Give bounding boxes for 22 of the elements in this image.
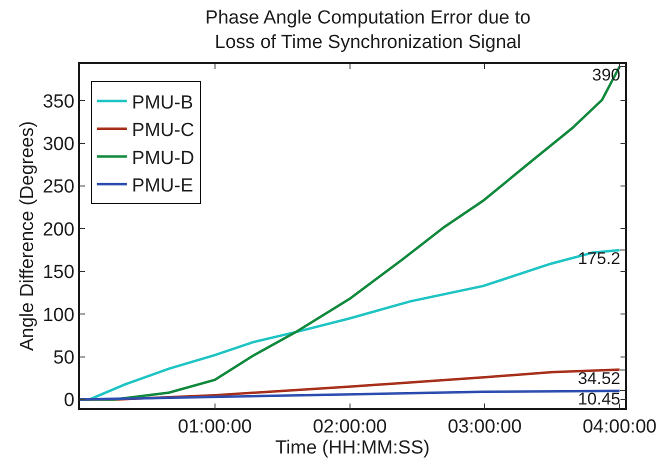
chart-title: Phase Angle Computation Error due to Loss of Time Synchronization Signal	[205, 7, 531, 53]
legend-label: PMU-B	[132, 92, 194, 114]
x-tick-label: 03:00:00	[448, 416, 522, 438]
x-tick-label: 04:00:00	[582, 416, 657, 438]
y2-tick-label: 10.45	[578, 389, 620, 408]
y-tick-label: 50	[53, 347, 74, 368]
y-tick-label: 0	[64, 390, 74, 412]
x-tick-label: 02:00:00	[312, 416, 387, 438]
y-tick-label: 100	[42, 304, 74, 326]
legend-label: PMU-C	[132, 120, 194, 142]
legend-label: PMU-D	[132, 148, 194, 169]
x-axis-title: Time (HH:MM:SS)	[275, 438, 430, 459]
y-tick-label: 250	[42, 176, 74, 198]
y2-tick-label: 34.52	[578, 368, 620, 388]
y-tick-label: 150	[42, 262, 74, 284]
y-tick-label: 300	[42, 134, 74, 156]
y-axis-title: Angle Difference (Degrees)	[17, 121, 38, 351]
x-tick-label: 01:00:00	[178, 416, 252, 438]
legend-label: PMU-E	[132, 176, 194, 197]
y-tick-label: 200	[42, 219, 74, 240]
y-tick-label: 350	[42, 91, 74, 112]
y2-tick-label: 175.2	[578, 248, 620, 268]
